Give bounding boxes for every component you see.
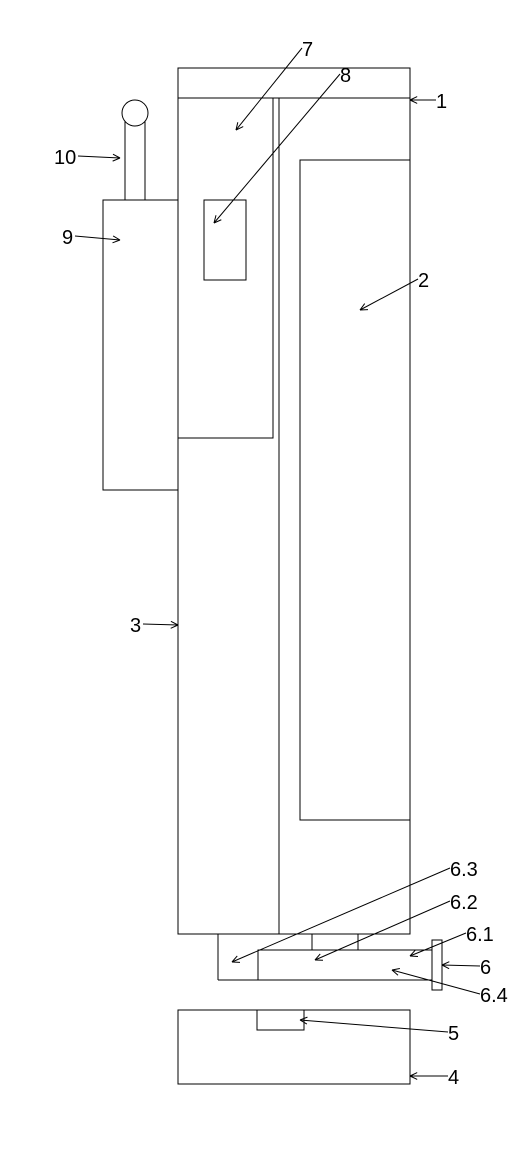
label-2: 2 [418, 270, 429, 292]
label-6-3: 6.3 [450, 859, 478, 881]
base-slot [257, 1010, 304, 1030]
plug-body [258, 950, 432, 980]
diagram-canvas: 1 2 3 4 5 6 6.1 6.2 6.3 6.4 7 8 9 10 [0, 0, 530, 1160]
label-10: 10 [54, 147, 76, 169]
label-4: 4 [448, 1067, 459, 1089]
handle-stem [125, 120, 145, 200]
left-slot [204, 200, 246, 280]
handle-ring [122, 100, 148, 126]
label-6: 6 [480, 957, 491, 979]
label-7: 7 [302, 39, 313, 61]
diagram-svg: 1 2 3 4 5 6 6.1 6.2 6.3 6.4 7 8 9 10 [0, 0, 530, 1160]
label-3: 3 [130, 615, 141, 637]
label-9: 9 [62, 227, 73, 249]
label-6-2: 6.2 [450, 892, 478, 914]
label-8: 8 [340, 65, 351, 87]
label-5: 5 [448, 1023, 459, 1045]
label-1: 1 [436, 91, 447, 113]
top-bar [178, 68, 410, 98]
right-inner-panel [300, 160, 410, 820]
side-box [103, 200, 178, 490]
label-6-4: 6.4 [480, 985, 508, 1007]
plug-top [312, 934, 358, 950]
label-6-1: 6.1 [466, 924, 494, 946]
